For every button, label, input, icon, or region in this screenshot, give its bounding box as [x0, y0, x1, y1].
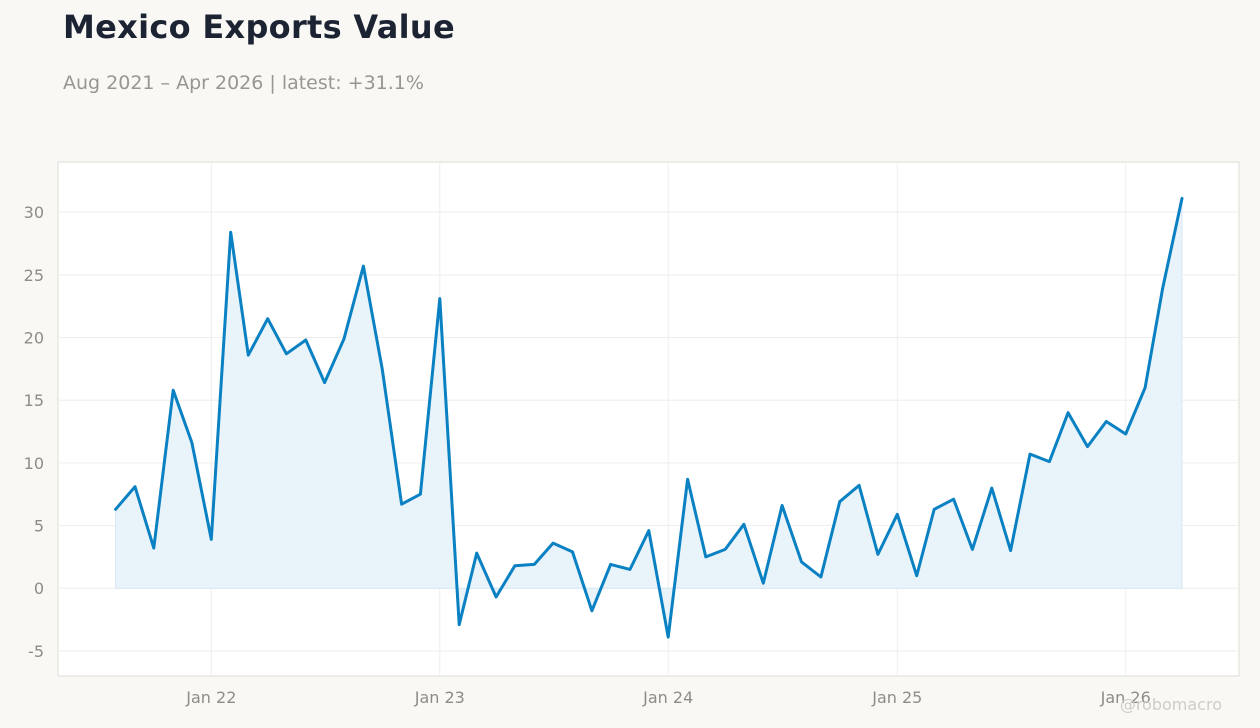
chart-title: Mexico Exports Value: [63, 8, 455, 46]
data-point: [458, 623, 461, 626]
data-point: [285, 352, 288, 355]
data-point: [247, 354, 250, 357]
data-point: [381, 367, 384, 370]
data-point: [819, 576, 822, 579]
x-tick-label: Jan 23: [414, 688, 465, 707]
data-point: [304, 339, 307, 342]
data-point: [210, 538, 213, 541]
data-point: [800, 560, 803, 563]
data-point: [495, 596, 498, 599]
data-point: [152, 547, 155, 550]
x-tick-label: Jan 25: [871, 688, 922, 707]
data-point: [362, 265, 365, 268]
data-point: [990, 487, 993, 490]
data-point: [781, 504, 784, 507]
data-point: [1067, 411, 1070, 414]
data-point: [419, 493, 422, 496]
chart-subtitle: Aug 2021 – Apr 2026 | latest: +31.1%: [63, 72, 424, 94]
data-point: [400, 503, 403, 506]
y-tick-label: 20: [24, 329, 44, 348]
data-point: [343, 337, 346, 340]
y-tick-label: 10: [24, 454, 44, 473]
data-point: [933, 508, 936, 511]
x-tick-label: Jan 26: [1100, 688, 1151, 707]
data-point: [1029, 453, 1032, 456]
data-point: [876, 553, 879, 556]
y-tick-label: 0: [34, 579, 44, 598]
data-point: [686, 478, 689, 481]
data-point: [323, 381, 326, 384]
data-point: [590, 609, 593, 612]
data-point: [1144, 386, 1147, 389]
data-point: [858, 484, 861, 487]
data-point: [190, 441, 193, 444]
y-tick-label: 5: [34, 517, 44, 536]
x-tick-label: Jan 24: [642, 688, 693, 707]
data-point: [533, 563, 536, 566]
data-point: [896, 513, 899, 516]
data-point: [609, 563, 612, 566]
data-point: [742, 523, 745, 526]
y-axis-ticks: -5 0 5 10 15 20 25 30: [24, 203, 44, 661]
data-point: [134, 485, 137, 488]
y-tick-label: -5: [28, 642, 44, 661]
data-point: [1086, 445, 1089, 448]
data-point: [1181, 197, 1184, 200]
y-tick-label: 15: [24, 391, 44, 410]
data-point: [571, 550, 574, 553]
data-point: [1161, 287, 1164, 290]
data-point: [172, 389, 175, 392]
data-point: [1048, 460, 1051, 463]
y-tick-label: 25: [24, 266, 44, 285]
data-point: [475, 552, 478, 555]
y-tick-label: 30: [24, 203, 44, 222]
data-point: [438, 297, 441, 300]
data-point: [952, 498, 955, 501]
data-point: [629, 568, 632, 571]
data-point: [667, 636, 670, 639]
data-point: [1105, 420, 1108, 423]
x-tick-label: Jan 22: [185, 688, 236, 707]
data-point: [513, 564, 516, 567]
data-point: [266, 317, 269, 320]
watermark: @robomacro: [1120, 695, 1222, 714]
data-point: [1009, 549, 1012, 552]
data-point: [915, 574, 918, 577]
data-point: [114, 508, 117, 511]
data-point: [647, 529, 650, 532]
data-point: [724, 548, 727, 551]
data-point: [762, 582, 765, 585]
data-point: [704, 555, 707, 558]
data-point: [1124, 433, 1127, 436]
x-axis-ticks: Jan 22 Jan 23 Jan 24 Jan 25 Jan 26: [185, 688, 1150, 707]
series-line: [114, 196, 1184, 639]
data-point: [552, 542, 555, 545]
data-point: [229, 231, 232, 234]
data-point: [838, 500, 841, 503]
data-point: [971, 548, 974, 551]
